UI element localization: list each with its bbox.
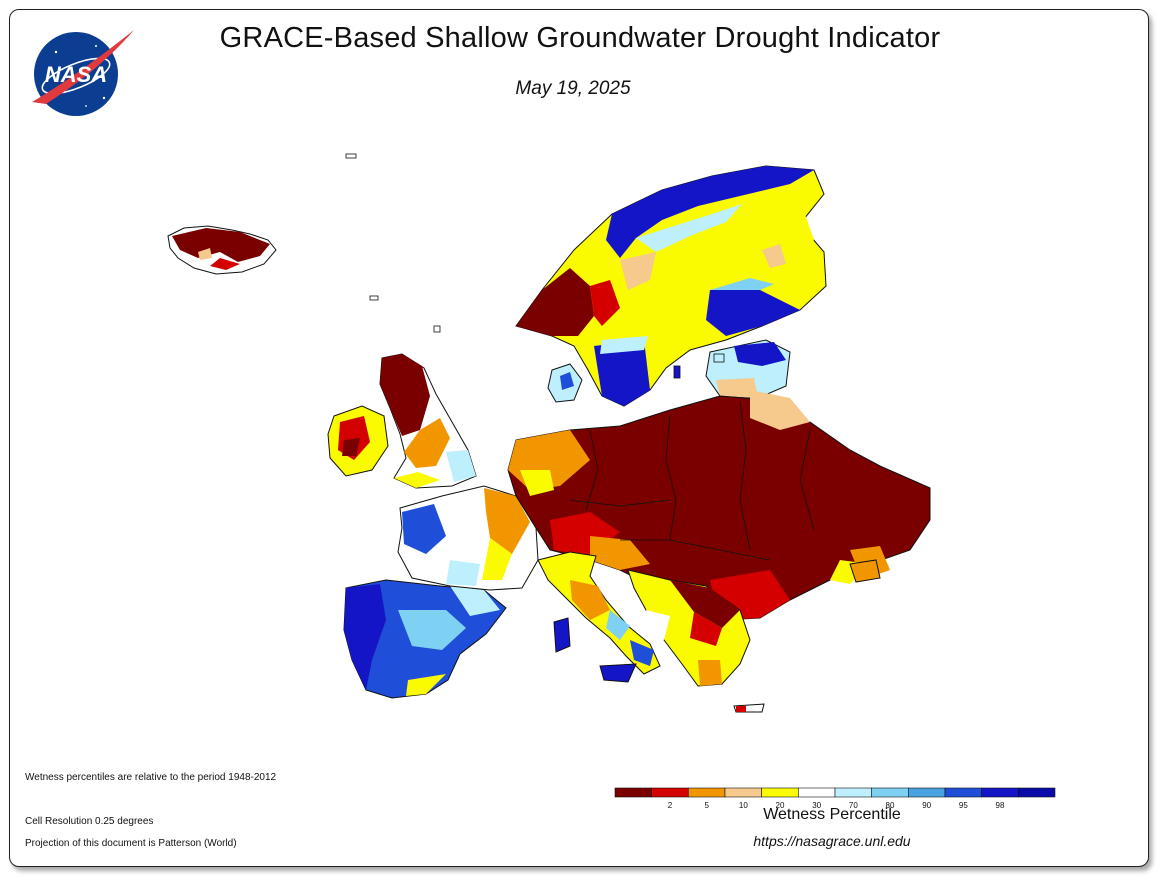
legend-bin — [651, 787, 689, 798]
logo-text: NASA — [45, 62, 107, 87]
legend-ticks: 2 5 10 20 30 70 80 90 95 98 — [668, 801, 1005, 810]
sicily — [599, 663, 637, 683]
legend-tick-label: 95 — [959, 801, 968, 810]
legend-bin — [798, 787, 836, 798]
legend-bin — [944, 787, 982, 798]
legend-tick-label: 20 — [776, 801, 785, 810]
legend-bin — [688, 787, 726, 798]
map-date: May 19, 2025 — [515, 78, 631, 99]
legend-tick-label: 70 — [849, 801, 858, 810]
note-period: Wetness percentiles are relative to the … — [25, 772, 277, 783]
note-projection: Projection of this document is Patterson… — [25, 838, 237, 849]
legend-tick-label: 2 — [668, 801, 673, 810]
nasa-logo: NASA — [32, 30, 134, 116]
legend-tick-label: 10 — [739, 801, 748, 810]
legend-bin — [761, 787, 799, 798]
page-title: GRACE-Based Shallow Groundwater Drought … — [219, 22, 941, 54]
source-url: https://nasagrace.unl.edu — [753, 833, 911, 849]
legend-bin — [908, 787, 946, 798]
legend-tick-label: 80 — [886, 801, 895, 810]
legend-bin — [1018, 787, 1056, 798]
legend-bin — [834, 787, 872, 798]
color-legend: 2 5 10 20 30 70 80 90 95 98 — [614, 787, 1056, 810]
europe-map — [167, 153, 931, 713]
sardinia — [553, 617, 571, 653]
note-resolution: Cell Resolution 0.25 degrees — [25, 816, 154, 827]
legend-tick-label: 90 — [922, 801, 931, 810]
legend-tick-label: 98 — [996, 801, 1005, 810]
legend-title: Wetness Percentile — [763, 806, 901, 823]
legend-bin — [871, 787, 909, 798]
crimea — [849, 559, 881, 583]
legend-bin — [981, 787, 1019, 798]
legend-bin — [724, 787, 762, 798]
legend-tick-label: 30 — [812, 801, 821, 810]
legend-tick-label: 5 — [704, 801, 709, 810]
legend-bins — [614, 787, 1056, 798]
legend-bin — [614, 787, 652, 798]
